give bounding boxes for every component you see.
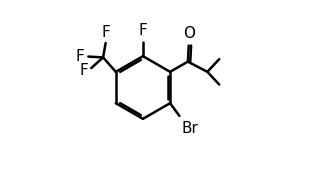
Text: F: F: [139, 23, 147, 38]
Text: F: F: [76, 49, 85, 64]
Text: F: F: [101, 25, 110, 40]
Text: Br: Br: [182, 121, 199, 136]
Text: O: O: [183, 26, 195, 41]
Text: F: F: [79, 64, 88, 78]
